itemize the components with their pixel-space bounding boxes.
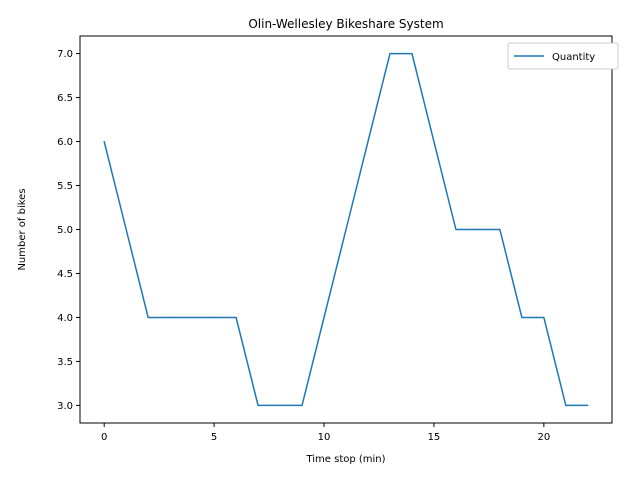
data-point	[191, 316, 193, 319]
y-tick-label: 4.5	[57, 269, 73, 280]
legend-box	[507, 42, 619, 70]
data-point	[367, 140, 369, 143]
legend-label-quantity: Quantity	[552, 52, 595, 63]
data-point	[411, 52, 413, 55]
series-layer	[103, 52, 589, 407]
y-tick-label: 7.0	[57, 49, 73, 60]
x-tick-label: 5	[211, 432, 217, 443]
x-tick-label: 10	[318, 432, 331, 443]
y-axis-ticks: 3.0 3.5 4.0 4.5 5.0 5.5 6.0 6.5 7.0	[57, 49, 80, 412]
y-axis-label: Number of bikes	[17, 188, 28, 270]
data-point	[169, 316, 171, 319]
x-tick-label: 0	[101, 432, 107, 443]
data-point	[565, 404, 567, 407]
data-point	[433, 140, 435, 143]
y-tick-label: 6.0	[57, 137, 73, 148]
x-axis-label: Time stop (min)	[305, 454, 385, 465]
y-tick-label: 5.0	[57, 225, 73, 236]
data-point	[389, 52, 391, 55]
data-point	[477, 228, 479, 231]
chart-title: Olin-Wellesley Bikeshare System	[248, 17, 443, 31]
data-point	[279, 404, 281, 407]
y-tick-label: 6.5	[57, 93, 73, 104]
data-point	[235, 316, 237, 319]
plot-frame	[79, 35, 613, 424]
data-point	[543, 316, 545, 319]
data-point	[323, 316, 325, 319]
data-point	[499, 228, 501, 231]
x-tick-label: 20	[537, 432, 550, 443]
data-point	[301, 404, 303, 407]
legend: Quantity	[507, 42, 619, 70]
data-point	[587, 404, 589, 407]
data-point	[125, 228, 127, 231]
data-point	[147, 316, 149, 319]
data-point	[521, 316, 523, 319]
data-point	[103, 140, 105, 143]
x-axis-ticks: 0 5 10 15 20	[101, 423, 550, 443]
data-point	[257, 404, 259, 407]
data-point	[213, 316, 215, 319]
y-tick-label: 3.0	[57, 401, 73, 412]
x-tick-label: 15	[428, 432, 441, 443]
data-point	[345, 228, 347, 231]
y-tick-label: 3.5	[57, 357, 73, 368]
y-tick-label: 5.5	[57, 181, 73, 192]
data-point	[455, 228, 457, 231]
y-tick-label: 4.0	[57, 313, 73, 324]
